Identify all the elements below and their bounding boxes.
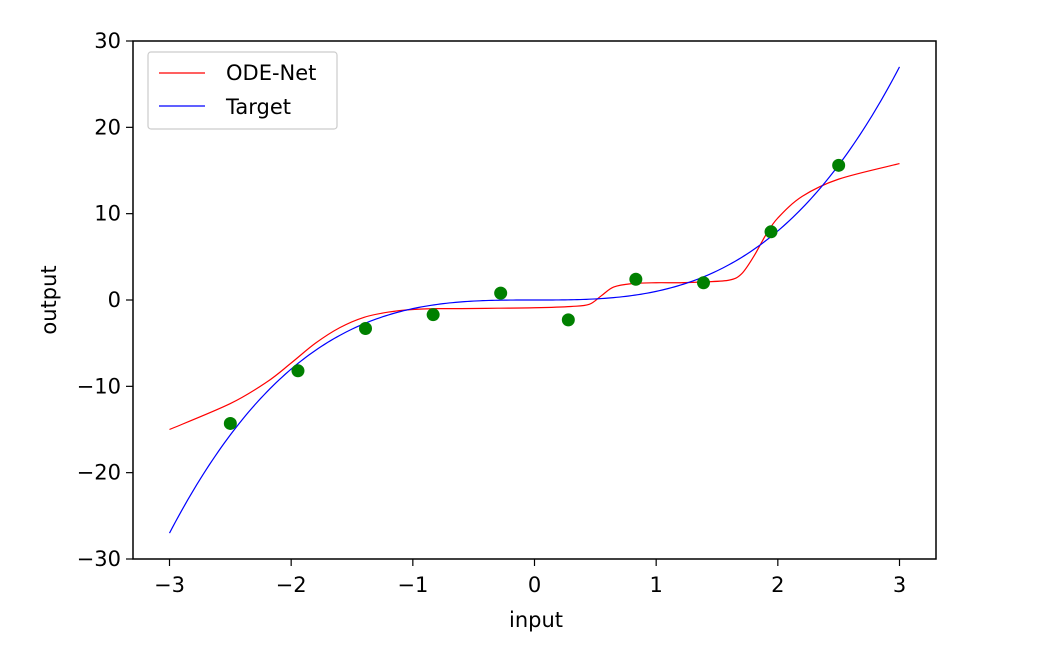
legend: ODE-Net Target — [147, 51, 338, 130]
y-tick-label: −20 — [77, 461, 121, 485]
y-tick-label: 0 — [108, 288, 121, 312]
x-tick-label: 3 — [893, 573, 906, 597]
x-tick-label: 1 — [649, 573, 662, 597]
y-tick-label: −30 — [77, 547, 121, 571]
scatter-point — [359, 321, 373, 335]
x-tick-label: 2 — [771, 573, 784, 597]
scatter-point — [494, 286, 508, 300]
y-tick-label: 20 — [94, 115, 121, 139]
x-tick-label: −3 — [154, 573, 185, 597]
scatter-point — [223, 416, 237, 430]
x-tick-label: 0 — [528, 573, 541, 597]
scatter-point — [291, 364, 305, 378]
legend-label-target: Target — [225, 95, 291, 119]
scatter-point — [426, 308, 440, 322]
legend-label-ode-net: ODE-Net — [226, 61, 316, 85]
series-layer — [168, 66, 901, 534]
scatter-point — [764, 225, 778, 239]
x-tick-label: −2 — [276, 573, 307, 597]
x-axis-label: input — [509, 608, 563, 632]
scatter-point — [629, 272, 643, 286]
series-line-target — [168, 66, 901, 534]
scatter-point — [832, 158, 846, 172]
scatter-point — [561, 313, 575, 327]
y-tick-label: −10 — [77, 374, 121, 398]
y-axis-label: output — [37, 265, 61, 334]
scatter-point — [696, 276, 710, 290]
y-tick-label: 30 — [94, 29, 121, 53]
y-tick-label: 10 — [94, 202, 121, 226]
series-line-ode-net — [169, 163, 900, 431]
x-tick-label: −1 — [397, 573, 428, 597]
legend-box — [147, 51, 338, 130]
